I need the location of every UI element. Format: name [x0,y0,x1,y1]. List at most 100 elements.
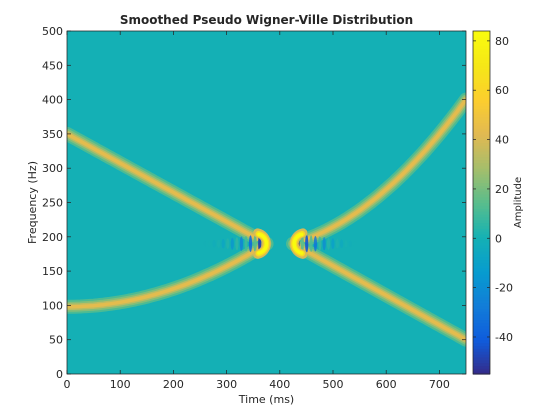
y-axis: 0 50 100 150 200 250 300 350 400 450 500 [42,25,466,381]
colorbar-segment [473,293,490,298]
colorbar-tick-label: 80 [495,35,509,48]
colorbar-segment [473,33,490,38]
colorbar-segment [473,236,490,241]
colorbar-tick-label: -40 [495,331,513,344]
colorbar-segment [473,291,490,295]
colorbar-segment [473,216,490,221]
y-tick-label: 100 [42,299,63,312]
y-tick-label: 50 [49,334,63,347]
y-axis-label: Frequency (Hz) [26,161,39,244]
colorbar-segment [473,119,490,124]
colorbar-segment [473,276,490,281]
colorbar-segment [473,348,490,352]
colorbar-segment [473,308,490,312]
colorbar-segment [473,371,490,375]
colorbar-frame [472,30,491,375]
colorbar-segment [473,65,490,69]
colorbar-segment [473,299,490,304]
colorbar-segment [473,362,490,367]
colorbar-segment [473,53,490,58]
x-tick-label: 300 [216,378,237,391]
colorbar-segment [473,108,490,112]
colorbar-segment [473,68,490,72]
colorbar-segment [473,213,490,218]
y-tick-label: 450 [42,59,63,72]
colorbar-segment [473,331,490,335]
colorbar-segment [473,296,490,301]
colorbar-segment [473,185,490,189]
colorbar-segment [473,73,490,78]
x-tick-label: 0 [64,378,71,391]
colorbar-segment [473,268,490,272]
y-tick-label: 250 [42,197,63,210]
colorbar-segment [473,231,490,235]
colorbar-tick-label: 40 [495,134,509,147]
y-tick-label: 0 [56,368,63,381]
colorbar-segment [473,256,490,261]
colorbar-segment [473,113,490,118]
colorbar-segment [473,259,490,264]
colorbar-label: Amplitude [513,177,524,228]
colorbar-tick-label: 0 [495,232,502,245]
colorbar-segment [473,368,490,372]
signal-component-4 [286,236,466,347]
colorbar-segment [473,159,490,164]
signal-component-1 [67,126,274,251]
colorbar-tick-label: -20 [495,282,513,295]
chart-title: Smoothed Pseudo Wigner-Ville Distributio… [120,13,413,27]
colorbar-segment [473,313,490,318]
colorbar-segment [473,311,490,315]
colorbar-segment [473,265,490,269]
colorbar-segment [473,173,490,178]
y-tick-label: 400 [42,94,63,107]
colorbar-segment [473,271,490,275]
colorbar-segment [473,339,490,344]
colorbar-segment [473,285,490,289]
x-tick-label: 700 [429,378,450,391]
colorbar-segment [473,51,490,55]
colorbar-segment [473,279,490,284]
colorbar-segment [473,148,490,152]
signal-component-3 [286,92,466,251]
colorbar-segment [473,196,490,201]
colorbar-segment [473,242,490,246]
colorbar-segment [473,171,490,175]
colorbar-segment [473,225,490,229]
colorbar-segment [473,365,490,369]
colorbar-segment [473,305,490,309]
colorbar-segment [473,253,490,258]
colorbar-segment [473,211,490,215]
colorbar-segment [473,179,490,184]
x-axis-label: Time (ms) [238,393,294,406]
colorbar-segment [473,188,490,192]
heatmap-background [67,31,466,374]
colorbar-segment [473,219,490,224]
x-tick-label: 400 [269,378,290,391]
y-tick-label: 350 [42,128,63,141]
colorbar-segment [473,208,490,212]
colorbar-segment [473,288,490,292]
colorbar-segment [473,199,490,204]
colorbar-segment [473,228,490,232]
colorbar-segment [473,202,490,206]
colorbar-segment [473,71,490,75]
peak-1 [253,228,271,259]
colorbar-segment [473,333,490,338]
colorbar-segment [473,168,490,172]
colorbar-segment [473,273,490,278]
colorbar-segment [473,56,490,61]
colorbar-segment [473,156,490,161]
y-tick-label: 200 [42,231,63,244]
colorbar-segment [473,176,490,181]
colorbar-segment [473,353,490,358]
colorbar-segment [473,248,490,252]
colorbar-segment [473,39,490,44]
colorbar-segment [473,182,490,186]
colorbar-segment [473,102,490,106]
colorbar-tick-label: 20 [495,183,509,196]
x-axis: 0 100 200 300 400 500 600 700 [64,31,450,391]
colorbar-segment [473,133,490,138]
colorbar-segment [473,316,490,321]
colorbar-segment [473,76,490,81]
peak-2 [289,228,308,259]
